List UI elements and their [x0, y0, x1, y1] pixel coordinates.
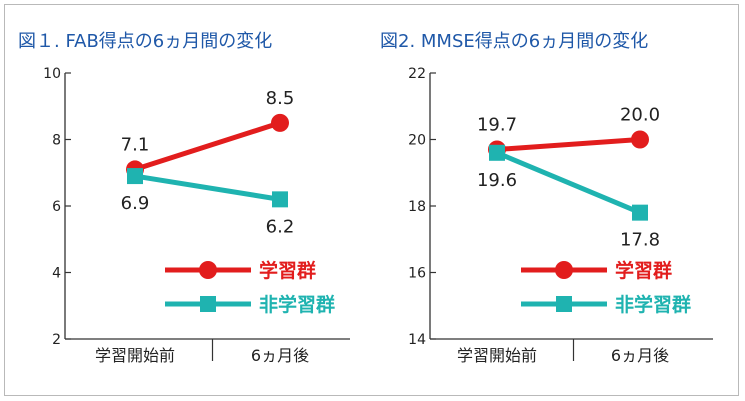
x-tick-label: 学習開始前 — [95, 346, 175, 365]
y-tick-label: 14 — [408, 332, 426, 348]
x-tick-label: 学習開始前 — [457, 346, 537, 365]
y-tick-label: 22 — [408, 66, 426, 82]
data-point-circle — [271, 113, 289, 132]
legend-label: 非学習群 — [259, 293, 335, 316]
y-tick-label: 20 — [408, 133, 426, 149]
y-tick-label: 4 — [52, 266, 61, 282]
figure-frame — [4, 4, 739, 396]
y-tick-label: 6 — [52, 199, 61, 215]
data-label: 6.9 — [121, 193, 150, 214]
data-label: 19.7 — [477, 114, 517, 135]
series-line-study — [494, 137, 643, 152]
series-line-nonstudy — [132, 173, 283, 202]
data-point-square — [489, 144, 505, 161]
x-tick-label: 6ヵ月後 — [251, 346, 309, 365]
y-tick-label: 10 — [43, 66, 61, 82]
data-label: 20.0 — [620, 105, 660, 126]
data-point-square — [272, 191, 288, 208]
chart-1-title: 図１. FAB得点の6ヵ月間の変化 — [18, 31, 273, 52]
legend-marker-square — [556, 296, 572, 312]
data-point-circle — [631, 130, 649, 149]
data-label: 6.2 — [266, 216, 295, 237]
y-tick-label: 2 — [52, 332, 61, 348]
y-tick-label: 16 — [408, 266, 426, 282]
legend-marker-circle — [555, 261, 573, 279]
data-point-square — [127, 168, 143, 185]
data-label: 7.1 — [121, 134, 150, 155]
legend-marker-square — [200, 296, 216, 312]
legend-label: 学習群 — [259, 259, 316, 282]
legend-marker-circle — [199, 261, 217, 279]
chart-2-title: 図2. MMSE得点の6ヵ月間の変化 — [380, 31, 649, 52]
data-label: 17.8 — [620, 230, 660, 251]
y-tick-label: 18 — [408, 199, 426, 215]
data-label: 19.6 — [477, 170, 517, 191]
x-tick-label: 6ヵ月後 — [611, 346, 669, 365]
y-tick-label: 8 — [52, 133, 61, 149]
data-label: 8.5 — [266, 88, 295, 109]
legend-label: 非学習群 — [615, 293, 691, 316]
series-line-nonstudy — [494, 150, 643, 216]
series-line-study — [132, 120, 283, 172]
legend-label: 学習群 — [615, 259, 672, 282]
data-point-square — [632, 204, 648, 221]
